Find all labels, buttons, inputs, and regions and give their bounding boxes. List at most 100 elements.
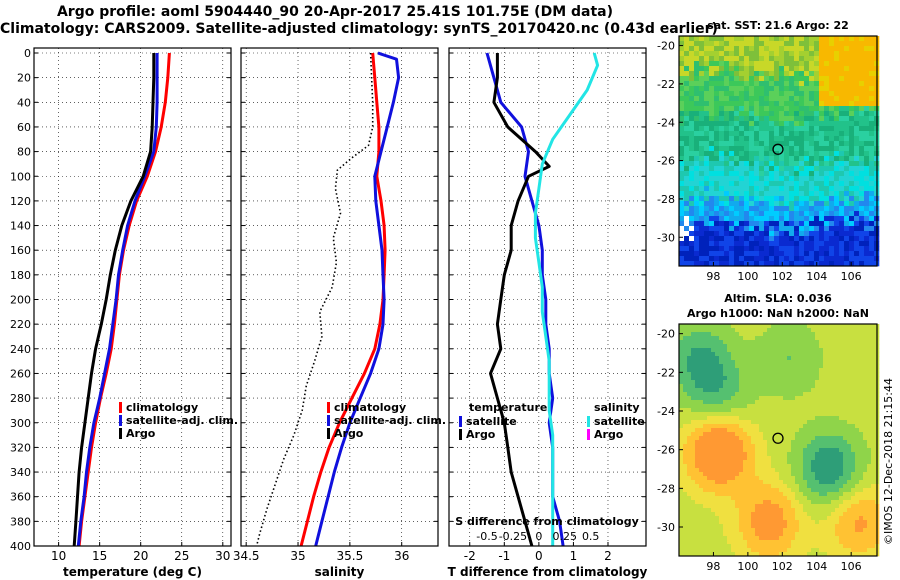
map-cell <box>739 436 744 441</box>
map-cell <box>727 372 732 377</box>
map-cell <box>764 41 770 47</box>
map-cell <box>867 440 872 445</box>
map-cell <box>779 111 785 117</box>
map-cell <box>687 468 692 473</box>
map-cell <box>699 156 705 162</box>
map-cell <box>864 41 870 47</box>
map-cell <box>811 504 816 509</box>
map-cell <box>755 508 760 513</box>
map-cell <box>711 412 716 417</box>
map-cell <box>751 388 756 393</box>
map-cell <box>823 356 828 361</box>
map-cell <box>699 324 704 329</box>
legend-label: climatology <box>126 401 198 414</box>
map-cell <box>851 400 856 405</box>
map-cell <box>791 520 796 525</box>
map-cell <box>704 191 710 197</box>
map-cell <box>815 456 820 461</box>
map-cell <box>754 186 760 192</box>
map-cell <box>735 348 740 353</box>
map-cell <box>719 504 724 509</box>
map-cell <box>831 408 836 413</box>
map-cell <box>871 360 876 365</box>
map-cell <box>739 96 745 102</box>
map-cell <box>691 344 696 349</box>
map-cell <box>763 512 768 517</box>
map-cell <box>859 46 865 52</box>
map-cell <box>699 472 704 477</box>
map-cell <box>739 141 745 147</box>
map-cell <box>751 424 756 429</box>
map-cell <box>759 324 764 329</box>
map-cell <box>684 46 690 52</box>
map-cell <box>824 221 830 227</box>
map-cell <box>803 388 808 393</box>
map-cell <box>835 544 840 549</box>
map-cell <box>723 428 728 433</box>
map-cell <box>847 400 852 405</box>
map-cell <box>807 440 812 445</box>
map-cell <box>799 56 805 62</box>
map-cell <box>827 412 832 417</box>
map-cell <box>727 464 732 469</box>
map-cell <box>683 344 688 349</box>
map-cell <box>739 340 744 345</box>
map-cell <box>691 480 696 485</box>
map-cell <box>794 86 800 92</box>
map-cell <box>839 372 844 377</box>
map-cell <box>791 436 796 441</box>
map-cell <box>855 516 860 521</box>
map-cell <box>749 231 755 237</box>
map-cell <box>769 46 775 52</box>
map-cell <box>814 161 820 167</box>
map-cell <box>727 504 732 509</box>
map-cell <box>779 428 784 433</box>
map-cell <box>849 56 855 62</box>
map-cell <box>774 136 780 142</box>
map-cell <box>711 468 716 473</box>
map-cell <box>829 221 835 227</box>
map-cell <box>771 360 776 365</box>
map-cell <box>847 532 852 537</box>
map-cell <box>783 332 788 337</box>
map-cell <box>731 496 736 501</box>
map-cell <box>699 400 704 405</box>
map-cell <box>715 388 720 393</box>
map-cell <box>715 512 720 517</box>
map-cell <box>863 356 868 361</box>
map-cell <box>827 504 832 509</box>
map-cell <box>811 508 816 513</box>
map-cell <box>724 116 730 122</box>
map-cell <box>835 444 840 449</box>
map-cell <box>691 528 696 533</box>
map-cell <box>771 336 776 341</box>
map-cell <box>739 186 745 192</box>
top-x-tick-label: 0 <box>535 530 542 543</box>
map-cell <box>794 161 800 167</box>
map-cell <box>771 488 776 493</box>
map-cell <box>869 106 875 112</box>
map-cell <box>824 261 830 267</box>
map-cell <box>734 166 740 172</box>
map-cell <box>743 528 748 533</box>
map-cell <box>679 216 685 222</box>
map-cell <box>859 488 864 493</box>
map-cell <box>823 544 828 549</box>
map-cell <box>723 408 728 413</box>
map-cell <box>834 211 840 217</box>
map-cell <box>854 186 860 192</box>
map-cell <box>731 476 736 481</box>
map-cell <box>859 356 864 361</box>
map-cell <box>739 61 745 67</box>
map-cell <box>794 36 800 42</box>
map-cell <box>724 201 730 207</box>
map-cell <box>703 496 708 501</box>
map-cell <box>819 241 825 247</box>
map-cell <box>871 392 876 397</box>
map-cell <box>851 356 856 361</box>
map-cell <box>729 86 735 92</box>
map-cell <box>804 181 810 187</box>
map-cell <box>699 384 704 389</box>
map-cell <box>739 444 744 449</box>
map-cell <box>867 540 872 545</box>
